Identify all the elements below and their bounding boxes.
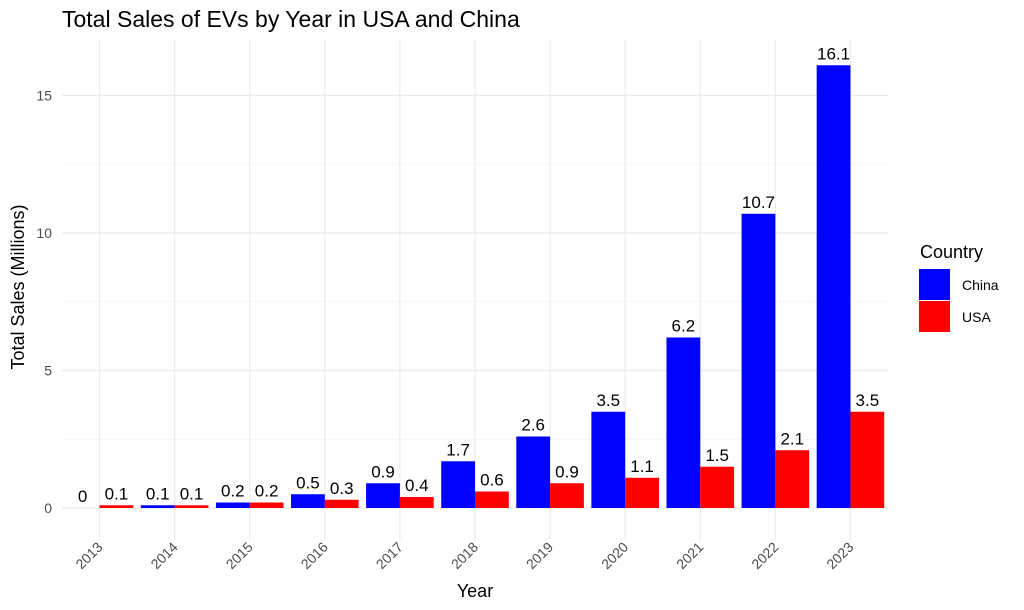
legend: Country China USA: [919, 242, 999, 332]
bars: [99, 65, 885, 508]
bar-china: [291, 494, 325, 508]
bar-usa: [850, 411, 885, 508]
y-tick-label: 5: [44, 363, 52, 379]
data-label-china: 16.1: [817, 44, 850, 63]
bar-china: [140, 505, 175, 508]
legend-label-china: China: [962, 277, 999, 293]
data-label-usa: 1.5: [705, 446, 729, 465]
bar-usa: [700, 466, 735, 508]
bar-usa: [324, 499, 359, 508]
data-label-usa: 0.6: [480, 471, 504, 490]
data-labels: 0 0.1 0.2 0.5 0.9 1.7 2.6 3.5 6.2 10.7 16.1 0.1 0.1 0…: [78, 44, 879, 506]
x-tick-label: 2014: [147, 539, 180, 572]
bar-china: [516, 436, 551, 508]
data-label-usa: 3.5: [856, 391, 880, 410]
data-label-china: 1.7: [446, 440, 470, 459]
y-axis-title: Total Sales (Millions): [8, 204, 28, 369]
data-label-china: 0: [78, 487, 87, 506]
bar-china: [366, 483, 400, 508]
bar-usa: [775, 450, 810, 508]
x-axis-ticks: 2013 2014 2015 2016 2017 2018 2019 2020 2021 2022…: [72, 539, 856, 572]
data-label-china: 10.7: [742, 193, 775, 212]
data-label-usa: 0.1: [180, 484, 204, 503]
legend-swatch-china: [919, 269, 950, 300]
bar-china: [666, 337, 701, 508]
data-label-usa: 0.2: [255, 482, 279, 501]
bar-china: [816, 65, 851, 508]
data-label-china: 6.2: [672, 317, 696, 336]
data-label-china: 0.2: [221, 482, 245, 501]
x-tick-label: 2021: [673, 539, 706, 572]
bar-usa: [399, 497, 434, 508]
bar-usa: [625, 477, 659, 508]
bar-usa: [550, 483, 584, 508]
x-tick-label: 2016: [298, 539, 331, 572]
x-tick-label: 2019: [523, 539, 556, 572]
y-tick-label: 0: [44, 500, 52, 516]
data-label-china: 0.1: [146, 484, 170, 503]
data-label-usa: 2.1: [780, 429, 804, 448]
data-label-usa: 1.1: [630, 457, 654, 476]
y-tick-label: 10: [36, 225, 52, 241]
x-tick-label: 2013: [72, 539, 105, 572]
bar-usa: [99, 505, 134, 508]
bar-usa: [249, 502, 284, 508]
x-tick-label: 2023: [823, 539, 856, 572]
data-label-china: 2.6: [521, 416, 545, 435]
x-tick-label: 2015: [223, 539, 256, 572]
data-label-china: 0.5: [296, 473, 320, 492]
data-label-china: 0.9: [371, 462, 395, 481]
data-label-usa: 0.3: [330, 479, 354, 498]
x-tick-label: 2018: [448, 539, 481, 572]
legend-label-usa: USA: [962, 309, 991, 325]
x-axis-title: Year: [457, 581, 493, 601]
bar-china: [741, 213, 776, 508]
data-label-usa: 0.1: [105, 484, 129, 503]
x-tick-label: 2017: [373, 539, 406, 572]
data-label-usa: 0.9: [555, 462, 579, 481]
bar-usa: [174, 505, 209, 508]
data-label-usa: 0.4: [405, 476, 429, 495]
x-tick-label: 2022: [748, 539, 781, 572]
data-label-china: 3.5: [596, 391, 620, 410]
bar-china: [591, 411, 626, 508]
legend-title: Country: [920, 242, 983, 262]
legend-swatch-usa: [919, 301, 950, 332]
x-tick-label: 2020: [598, 539, 631, 572]
bar-usa: [475, 491, 509, 508]
chart-title: Total Sales of EVs by Year in USA and Ch…: [62, 6, 520, 32]
y-tick-label: 15: [36, 88, 52, 104]
y-axis-ticks: 0 5 10 15: [36, 88, 52, 517]
bar-china: [441, 461, 475, 508]
bar-china: [215, 502, 250, 508]
